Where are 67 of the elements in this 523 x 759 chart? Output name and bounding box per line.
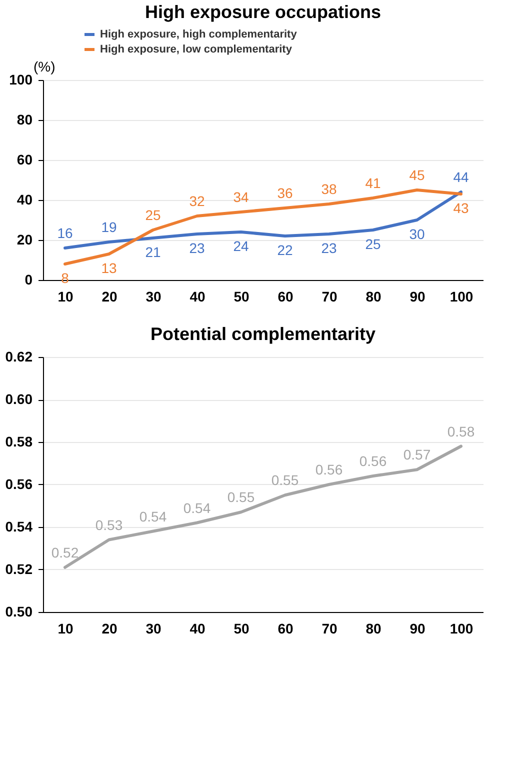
data-label: 0.56 (315, 462, 343, 478)
x-tick-label: 80 (366, 620, 382, 636)
y-tick-label: 60 (16, 152, 33, 168)
data-label: 25 (145, 207, 161, 223)
x-tick-label: 70 (322, 620, 338, 636)
x-tick-label: 50 (234, 288, 250, 304)
x-tick-label: 40 (190, 288, 206, 304)
y-tick-label: 0.60 (5, 391, 33, 407)
data-label: 24 (233, 238, 249, 254)
data-label: 0.55 (271, 472, 299, 488)
data-label: 23 (189, 240, 205, 256)
data-label: 21 (145, 244, 161, 260)
data-label: 22 (277, 242, 293, 258)
data-label: 23 (321, 240, 337, 256)
y-tick-label: 0.56 (5, 476, 33, 492)
data-label: 19 (101, 219, 117, 235)
data-label: 45 (409, 167, 425, 183)
x-tick-label: 100 (450, 288, 474, 304)
chart-title: Potential complementarity (150, 324, 376, 344)
x-tick-label: 10 (58, 620, 74, 636)
data-label: 16 (57, 225, 73, 241)
x-tick-label: 30 (146, 620, 162, 636)
y-tick-label: 0.58 (5, 434, 33, 450)
x-tick-label: 30 (146, 288, 162, 304)
data-label: 38 (321, 181, 337, 197)
data-label: 34 (233, 189, 249, 205)
data-label: 25 (365, 236, 381, 252)
y-tick-label: 100 (9, 72, 33, 88)
x-tick-label: 90 (410, 620, 426, 636)
x-tick-label: 10 (58, 288, 74, 304)
y-tick-label: 80 (16, 112, 33, 128)
data-label: 0.56 (359, 453, 387, 469)
x-tick-label: 20 (102, 620, 118, 636)
y-tick-label: 40 (16, 192, 33, 208)
x-tick-label: 80 (366, 288, 382, 304)
y-tick-label: 0.50 (5, 604, 33, 620)
x-tick-label: 70 (322, 288, 338, 304)
data-label: 30 (409, 226, 425, 242)
data-label: 0.53 (95, 516, 123, 533)
data-label: 0.57 (403, 446, 431, 463)
y-tick-label: 0.62 (5, 348, 33, 364)
data-label: 32 (189, 193, 205, 209)
data-label: 44 (453, 169, 469, 185)
data-label: 41 (365, 175, 381, 191)
x-tick-label: 100 (450, 620, 474, 636)
chart-title: High exposure occupations (144, 2, 382, 22)
data-label: 0.54 (183, 500, 211, 516)
x-tick-label: 90 (410, 288, 426, 304)
legend-label: High exposure, low complementarity (100, 44, 293, 56)
x-tick-label: 60 (278, 288, 294, 304)
y-tick-label: 0.54 (5, 518, 33, 534)
data-label: 0.54 (139, 508, 167, 524)
data-label: 36 (277, 185, 293, 201)
data-label: 43 (453, 200, 469, 216)
y-tick-label: 0 (24, 272, 33, 288)
legend-label: High exposure, high complementarity (100, 28, 298, 40)
data-label: 0.58 (447, 423, 475, 440)
x-tick-label: 20 (102, 288, 118, 304)
x-tick-label: 40 (190, 620, 206, 636)
y-tick-label: 0.52 (5, 561, 33, 577)
x-tick-label: 50 (234, 620, 250, 636)
data-label: 0.55 (227, 489, 255, 506)
y-axis-title: (%) (34, 58, 56, 74)
x-tick-label: 60 (278, 620, 294, 636)
data-label: 13 (101, 260, 117, 276)
data-label: 0.52 (51, 544, 79, 560)
y-tick-label: 20 (16, 232, 33, 248)
